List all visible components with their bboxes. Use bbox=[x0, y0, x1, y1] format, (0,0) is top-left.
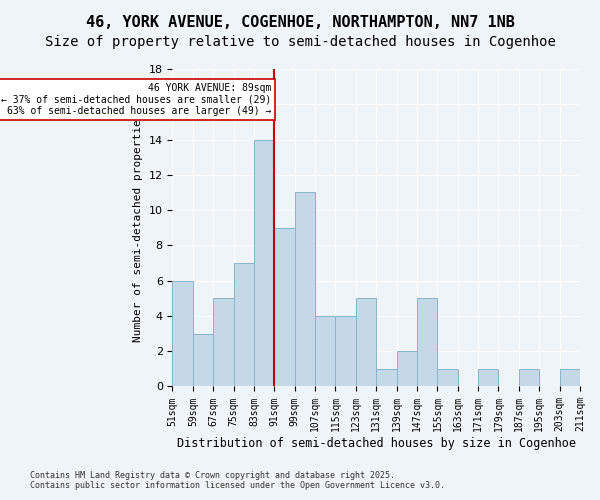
Y-axis label: Number of semi-detached properties: Number of semi-detached properties bbox=[133, 113, 143, 342]
Bar bbox=[295, 192, 315, 386]
Text: Size of property relative to semi-detached houses in Cogenhoe: Size of property relative to semi-detach… bbox=[44, 35, 556, 49]
Bar bbox=[213, 298, 233, 386]
Text: Contains HM Land Registry data © Crown copyright and database right 2025.
Contai: Contains HM Land Registry data © Crown c… bbox=[30, 470, 445, 490]
Text: 46, YORK AVENUE, COGENHOE, NORTHAMPTON, NN7 1NB: 46, YORK AVENUE, COGENHOE, NORTHAMPTON, … bbox=[86, 15, 514, 30]
Bar bbox=[376, 369, 397, 386]
Bar bbox=[478, 369, 499, 386]
Bar bbox=[437, 369, 458, 386]
Bar bbox=[397, 351, 417, 386]
Bar bbox=[233, 263, 254, 386]
Bar bbox=[254, 140, 274, 386]
Text: 46 YORK AVENUE: 89sqm
← 37% of semi-detached houses are smaller (29)
63% of semi: 46 YORK AVENUE: 89sqm ← 37% of semi-deta… bbox=[1, 83, 271, 116]
Bar bbox=[560, 369, 580, 386]
Bar bbox=[356, 298, 376, 386]
Bar bbox=[172, 280, 193, 386]
Bar bbox=[519, 369, 539, 386]
Bar bbox=[193, 334, 213, 386]
Bar bbox=[274, 228, 295, 386]
Bar bbox=[315, 316, 335, 386]
Bar bbox=[335, 316, 356, 386]
Bar bbox=[417, 298, 437, 386]
X-axis label: Distribution of semi-detached houses by size in Cogenhoe: Distribution of semi-detached houses by … bbox=[177, 437, 576, 450]
